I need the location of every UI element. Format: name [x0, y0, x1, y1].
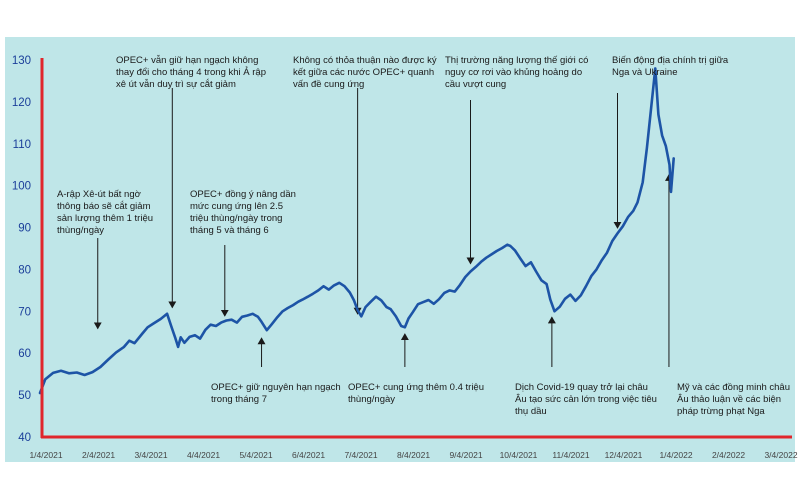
y-tick-label: 40: [18, 432, 31, 444]
y-tick-label: 60: [18, 348, 31, 360]
x-tick-label: 9/4/2021: [449, 450, 482, 460]
x-tick-label: 1/4/2021: [29, 450, 62, 460]
x-tick-label: 1/4/2022: [659, 450, 692, 460]
y-tick-label: 130: [12, 55, 31, 67]
x-tick-label: 3/4/2022: [764, 450, 797, 460]
x-tick-label: 3/4/2021: [134, 450, 167, 460]
y-tick-label: 90: [18, 223, 31, 235]
y-tick-label: 110: [13, 139, 31, 151]
annotation-text: OPEC+ đồng ý nâng dần mức cung ứng lên 2…: [190, 189, 296, 236]
x-tick-label: 11/4/2021: [552, 450, 589, 460]
price-series-line: [38, 67, 676, 395]
y-tick-label: 50: [18, 390, 31, 402]
x-tick-label: 12/4/2021: [605, 450, 643, 460]
annotation-text: A-rập Xê-út bất ngờ thông báo sẽ cắt giả…: [57, 189, 154, 236]
x-tick-label: 6/4/2021: [292, 450, 325, 460]
annotation-text: OPEC+ vẫn giữ hạn ngạch không thay đổi c…: [116, 55, 266, 90]
x-tick-label: 8/4/2021: [397, 450, 430, 460]
annotation-text: Mỹ và các đồng minh châu Âu thảo luận về…: [677, 382, 791, 417]
y-tick-label: 100: [12, 181, 31, 193]
x-tick-label: 2/4/2021: [82, 450, 115, 460]
annotation-text: OPEC+ giữ nguyên hạn ngạch trong tháng 7: [211, 382, 341, 405]
x-tick-label: 5/4/2021: [239, 450, 272, 460]
y-tick-label: 70: [18, 306, 31, 318]
x-tick-label: 2/4/2022: [712, 450, 745, 460]
x-tick-label: 7/4/2021: [344, 450, 377, 460]
chart-panel: [5, 37, 795, 462]
x-tick-label: 4/4/2021: [187, 450, 220, 460]
annotation-text: Thị trường năng lượng thế giới có nguy c…: [445, 55, 589, 90]
annotation-text: Dịch Covid-19 quay trở lại châu Âu tạo s…: [515, 382, 657, 417]
annotation-text: OPEC+ cung ứng thêm 0.4 triệu thùng/ngày: [348, 382, 485, 405]
annotation-text: Biến động địa chính trị giữa Nga và Ukra…: [612, 55, 729, 78]
x-tick-label: 10/4/2021: [500, 450, 538, 460]
y-tick-label: 120: [12, 97, 31, 109]
y-tick-label: 80: [18, 264, 31, 276]
annotation-text: Không có thỏa thuận nào được ký kết giữa…: [293, 55, 437, 90]
